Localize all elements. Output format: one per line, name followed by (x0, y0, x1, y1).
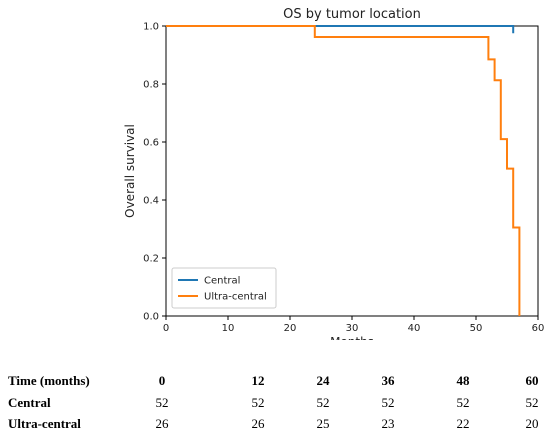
risk-table-value: 22 (456, 416, 470, 431)
legend-box (171, 267, 277, 309)
chart-title: OS by tumor location (283, 7, 421, 22)
x-tick-label: 10 (222, 323, 235, 334)
risk-table-time: 12 (251, 373, 265, 388)
legend-label: Ultra-central (204, 292, 267, 303)
risk-table-value: 52 (316, 395, 330, 410)
risk-table-row-label: Ultra-central (8, 416, 81, 431)
risk-table-value: 52 (251, 395, 265, 410)
x-tick-label: 30 (346, 323, 359, 334)
risk-table-value: 20 (525, 416, 539, 431)
series-line-ultra-central (166, 25, 521, 316)
x-tick-label: 50 (470, 323, 483, 334)
risk-table-value: 26 (251, 416, 265, 431)
risk-table-time: 60 (525, 373, 539, 388)
risk-table-time: 24 (316, 373, 330, 388)
x-tick-label: 40 (408, 323, 421, 334)
risk-table-time: 0 (158, 373, 166, 388)
risk-table-value: 52 (381, 395, 395, 410)
risk-table-header-label: Time (months) (8, 373, 90, 388)
y-tick-label: 0.4 (143, 196, 159, 207)
chart-svg: OS by tumor location 0 10 20 30 40 50 60 0.0 0.2 0… (123, 7, 545, 349)
legend-label: Central (204, 276, 240, 287)
y-axis-label: Overall survival (123, 124, 137, 218)
risk-table-value: 25 (316, 416, 330, 431)
risk-table-row-label: Central (8, 395, 51, 410)
series-line-central (166, 25, 515, 34)
x-tick-label: 20 (284, 323, 297, 334)
y-tick-label: 0.6 (143, 138, 159, 149)
x-tick-label: 60 (532, 323, 545, 334)
risk-table-value: 23 (381, 416, 395, 431)
y-tick-label: 0.0 (143, 312, 159, 323)
y-tick-label: 0.8 (143, 80, 159, 91)
risk-table-time: 48 (456, 373, 470, 388)
risk-table-value: 52 (525, 395, 539, 410)
risk-table-value: 26 (155, 416, 169, 431)
risk-table-value: 52 (456, 395, 470, 410)
y-tick-label: 0.2 (143, 254, 159, 265)
risk-table-value: 52 (155, 395, 169, 410)
survival-chart: OS by tumor location 0 10 20 30 40 50 60 0.0 0.2 0… (123, 7, 545, 349)
x-tick-label: 0 (163, 323, 169, 334)
risk-table-time: 36 (381, 373, 395, 388)
x-axis-label: Months (330, 335, 374, 340)
y-tick-label: 1.0 (143, 22, 159, 33)
